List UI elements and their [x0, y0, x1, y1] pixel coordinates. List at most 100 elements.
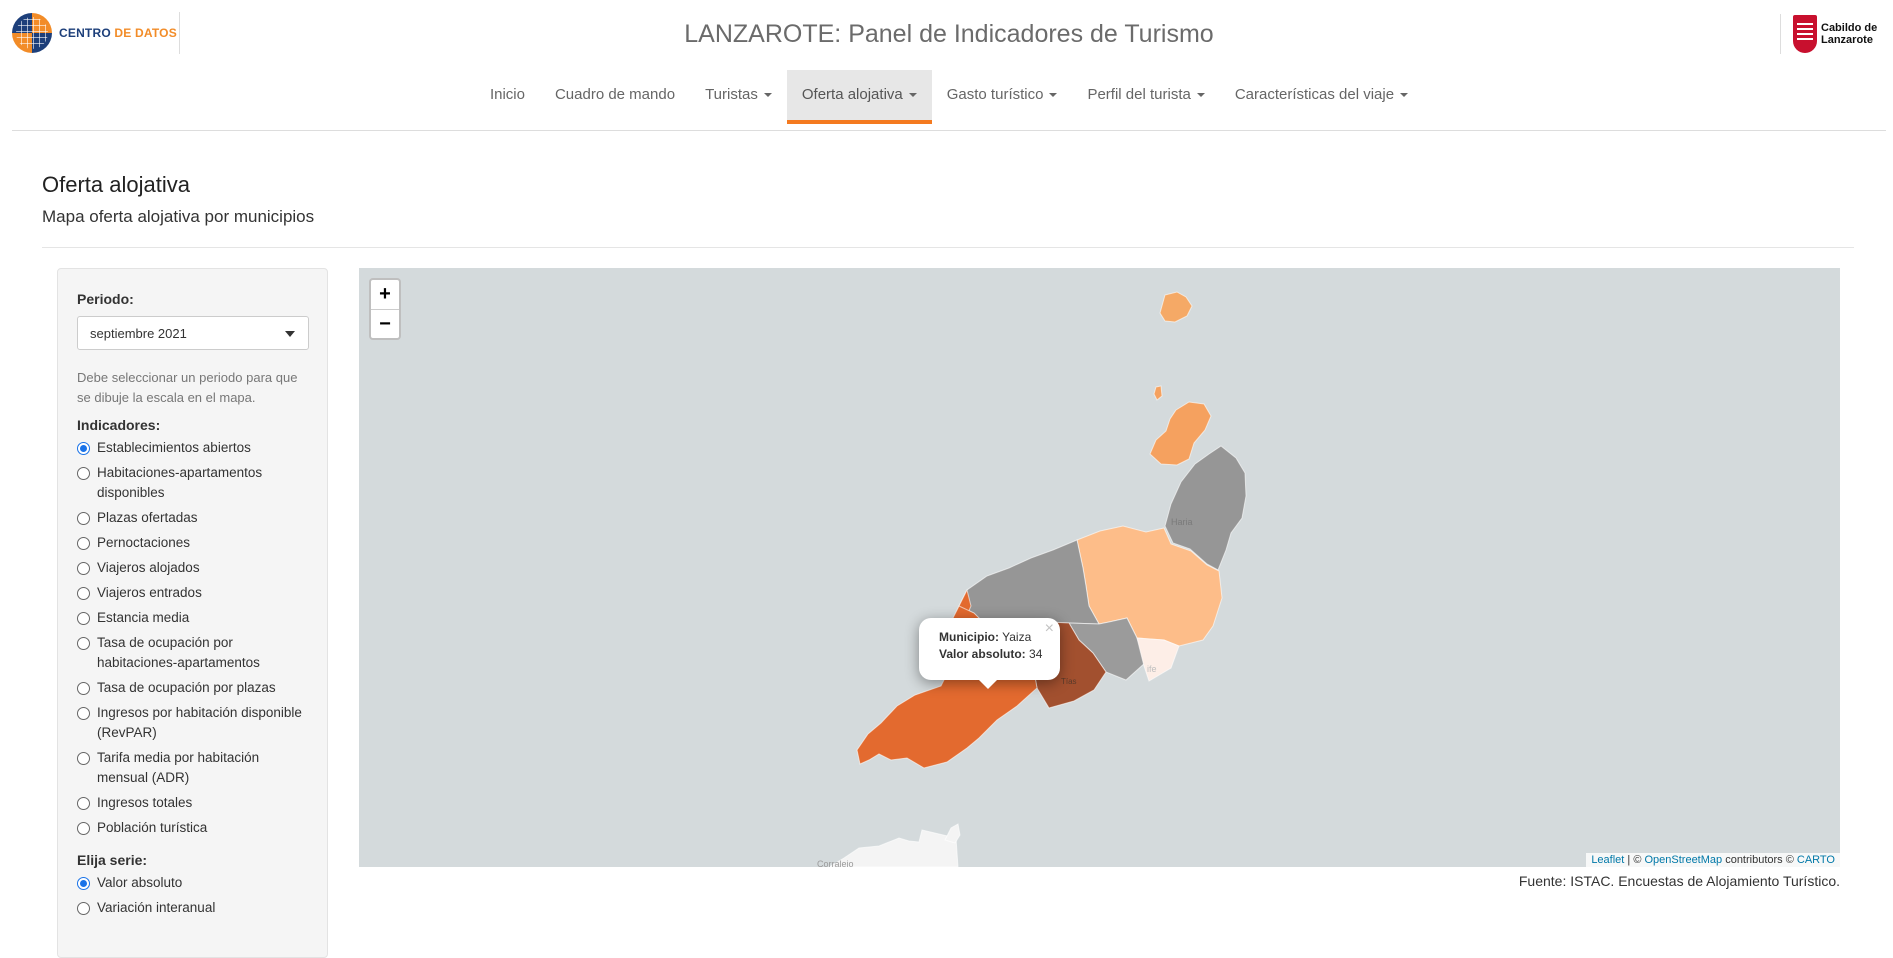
region-la-graciosa[interactable] — [1149, 401, 1212, 466]
indicador-radio[interactable]: Viajeros entrados — [77, 583, 308, 603]
indicador-radio-label: Estancia media — [97, 610, 190, 625]
indicador-radio[interactable]: Tasa de ocupación por plazas — [77, 678, 308, 698]
indicador-radio-label: Viajeros entrados — [97, 585, 202, 600]
serie-radio-label: Variación interanual — [97, 900, 216, 915]
indicador-radio[interactable]: Habitaciones-apartamentos disponibles — [77, 463, 308, 503]
periodo-value: septiembre 2021 — [90, 326, 187, 341]
indicador-radio[interactable]: Viajeros alojados — [77, 558, 308, 578]
popup-valor-value: 34 — [1029, 647, 1043, 661]
radio-circle-icon[interactable] — [77, 902, 90, 915]
periodo-label: Periodo: — [77, 291, 134, 307]
lanzarote-choropleth: Corralejo Haria Tías ife — [817, 291, 1247, 867]
radio-circle-icon[interactable] — [77, 612, 90, 625]
map[interactable]: Corralejo Haria Tías ife + − × Municipio… — [359, 268, 1840, 867]
periodo-select[interactable]: septiembre 2021 — [77, 316, 309, 350]
indicador-radio-label: Tasa de ocupación por habitaciones-apart… — [97, 635, 260, 670]
indicador-radio[interactable]: Establecimientos abiertos — [77, 438, 308, 458]
periodo-help-text: Debe seleccionar un periodo para que se … — [77, 370, 298, 405]
serie-radio[interactable]: Valor absoluto — [77, 873, 308, 893]
nav-perfil-del-turista[interactable]: Perfil del turista — [1072, 70, 1219, 124]
indicador-radio[interactable]: Estancia media — [77, 608, 308, 628]
indicador-radio-label: Viajeros alojados — [97, 560, 200, 575]
map-attribution: Leaflet | © OpenStreetMap contributors ©… — [1586, 853, 1840, 867]
radio-circle-icon[interactable] — [77, 822, 90, 835]
indicador-radio-label: Tarifa media por habitación mensual (ADR… — [97, 750, 260, 785]
radio-circle-icon[interactable] — [77, 637, 90, 650]
carto-link[interactable]: CARTO — [1796, 854, 1835, 866]
map-label-arrecife: ife — [1147, 664, 1157, 674]
region-alegranza[interactable] — [1159, 291, 1193, 323]
indicador-radio-label: Establecimientos abiertos — [97, 440, 251, 455]
indicador-radio[interactable]: Tasa de ocupación por habitaciones-apart… — [77, 633, 308, 673]
serie-radio-group: Valor absoluto Variación interanual — [77, 873, 308, 918]
cabildo-line2: Lanzarote — [1821, 34, 1873, 46]
indicadores-label: Indicadores: — [77, 417, 161, 433]
caret-down-icon — [1400, 93, 1409, 98]
region-fuerteventura[interactable] — [828, 829, 959, 867]
indicador-radio[interactable]: Plazas ofertadas — [77, 508, 308, 528]
radio-circle-icon[interactable] — [77, 682, 90, 695]
serie-label: Elija serie: — [77, 852, 148, 868]
radio-circle-icon[interactable] — [77, 797, 90, 810]
caret-down-icon — [1049, 93, 1058, 98]
map-label-tias: Tías — [1061, 677, 1077, 686]
logo-text-part1: CENTRO — [59, 26, 111, 40]
indicador-radio-label: Ingresos por habitación disponible (RevP… — [97, 705, 302, 740]
serie-radio[interactable]: Variación interanual — [77, 898, 308, 918]
page-subtitle: Mapa oferta alojativa por municipios — [42, 207, 315, 226]
map-label-haria: Haria — [1171, 517, 1193, 527]
nav-oferta-alojativa[interactable]: Oferta alojativa — [786, 70, 932, 124]
serie-radio-label: Valor absoluto — [97, 875, 183, 890]
indicador-radio[interactable]: Pernoctaciones — [77, 533, 308, 553]
shield-icon — [1793, 15, 1817, 53]
centro-de-datos-logo[interactable]: CENTRO DE DATOS — [12, 12, 180, 54]
page-title: Oferta alojativa — [42, 172, 190, 197]
indicadores-radio-group: Establecimientos abiertos Habitaciones-ap… — [77, 438, 308, 838]
indicador-radio-label: Ingresos totales — [97, 795, 193, 810]
indicador-radio-label: Habitaciones-apartamentos disponibles — [97, 465, 263, 500]
nav-cuadro-de-mando[interactable]: Cuadro de mando — [554, 86, 676, 103]
indicador-radio[interactable]: Ingresos por habitación disponible (RevP… — [77, 703, 308, 743]
indicador-radio[interactable]: Tarifa media por habitación mensual (ADR… — [77, 748, 308, 788]
region-lobos[interactable] — [944, 823, 961, 844]
osm-link[interactable]: OpenStreetMap — [1644, 854, 1723, 866]
close-icon[interactable]: × — [1044, 620, 1054, 637]
zoom-out-button[interactable]: − — [371, 309, 399, 338]
caret-down-icon — [763, 93, 772, 98]
caret-down-icon — [908, 93, 917, 98]
attribution-sep: | © — [1624, 854, 1645, 866]
popup-municipio-value: Yaiza — [1002, 630, 1032, 644]
indicador-radio-label: Pernoctaciones — [97, 535, 191, 550]
indicador-radio[interactable]: Población turística — [77, 818, 308, 838]
popup-municipio-label: Municipio: — [939, 630, 999, 644]
nav-gasto-turistico[interactable]: Gasto turístico — [932, 70, 1073, 124]
map-label-corralejo: Corralejo — [817, 859, 854, 867]
nav-caracteristicas-del-viaje[interactable]: Características del viaje — [1220, 70, 1423, 124]
radio-circle-icon[interactable] — [77, 752, 90, 765]
radio-circle-icon[interactable] — [77, 537, 90, 550]
indicador-radio[interactable]: Ingresos totales — [77, 793, 308, 813]
radio-circle-icon[interactable] — [77, 442, 90, 455]
radio-circle-icon[interactable] — [77, 467, 90, 480]
cabildo-line1: Cabildo de — [1821, 22, 1878, 34]
radio-circle-icon[interactable] — [77, 562, 90, 575]
indicador-radio-label: Plazas ofertadas — [97, 510, 198, 525]
radio-circle-icon[interactable] — [77, 877, 90, 890]
zoom-in-button[interactable]: + — [379, 283, 391, 305]
data-source: Fuente: ISTAC. Encuestas de Alojamiento … — [1518, 873, 1840, 889]
nav-inicio[interactable]: Inicio — [489, 86, 525, 103]
cabildo-logo[interactable]: Cabildo de Lanzarote — [1780, 14, 1886, 54]
radio-circle-icon[interactable] — [77, 707, 90, 720]
leaflet-link[interactable]: Leaflet — [1591, 854, 1625, 866]
indicador-radio-label: Tasa de ocupación por plazas — [97, 680, 276, 695]
region-haria[interactable] — [1164, 445, 1247, 571]
radio-circle-icon[interactable] — [77, 587, 90, 600]
header: CENTRO DE DATOS LANZAROTE: Panel de Indi… — [12, 0, 1886, 131]
divider — [42, 247, 1854, 248]
site-title: LANZAROTE: Panel de Indicadores de Turis… — [684, 20, 1214, 48]
radio-circle-icon[interactable] — [77, 512, 90, 525]
region-montana-clara[interactable] — [1153, 385, 1163, 401]
dropdown-arrow-icon — [285, 331, 295, 337]
nav-turistas[interactable]: Turistas — [690, 70, 787, 124]
region-arrecife[interactable] — [1136, 637, 1180, 682]
